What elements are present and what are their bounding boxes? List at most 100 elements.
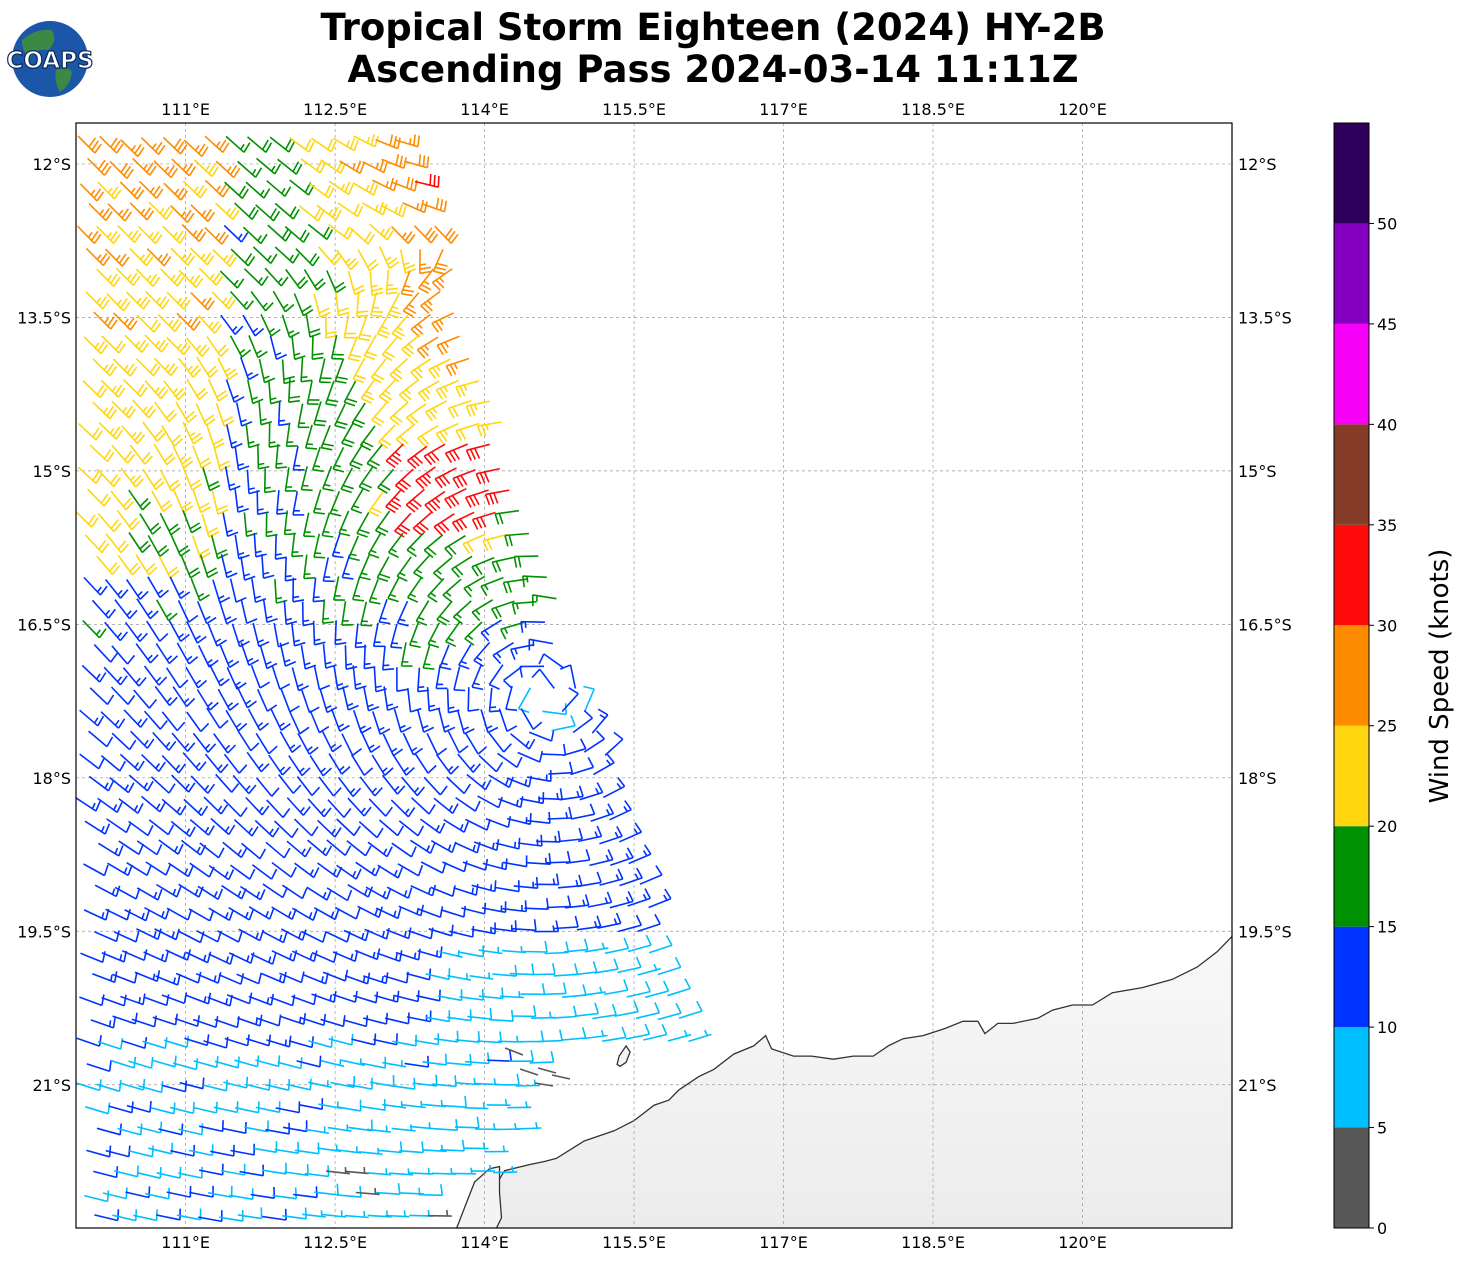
wind-barb (531, 594, 557, 607)
lat-tick-label-left: 16.5°S (17, 615, 71, 634)
wind-barb (146, 248, 172, 267)
wind-barb (119, 753, 145, 772)
wind-barb (170, 204, 195, 223)
wind-barb (590, 803, 615, 822)
wind-barb (277, 774, 302, 794)
wind-barb (143, 994, 170, 1007)
wind-barb (423, 776, 448, 796)
wind-barb (129, 247, 154, 267)
wind-barb (382, 1059, 407, 1068)
wind-barb (229, 335, 252, 358)
wind-barb (220, 554, 238, 579)
colorbar-segment (1334, 223, 1369, 324)
wind-barb (522, 575, 547, 588)
wind-barb (255, 1014, 282, 1027)
wind-barb (356, 512, 370, 538)
wind-barb (617, 956, 642, 974)
colorbar-tick-label: 5 (1377, 1119, 1387, 1138)
wind-barb (439, 644, 452, 671)
wind-barb (178, 1166, 203, 1179)
wind-barb (298, 205, 325, 222)
wind-barb (482, 533, 507, 552)
wind-barb (517, 750, 544, 763)
wind-barb (156, 1208, 181, 1221)
wind-barb (363, 644, 376, 670)
axis-tick-labels: 111°E 111°E 112.5°E 112.5°E 114°E 114°E 115.5°… (17, 100, 1292, 1252)
lat-tick-label-right: 15°S (1238, 462, 1277, 481)
wind-barb (541, 743, 567, 756)
wind-barb (504, 1047, 524, 1056)
wind-barb (87, 157, 112, 176)
wind-barb (248, 335, 268, 359)
colorbar: 0 5 10 15 20 25 30 35 40 45 50 Wind Speed (knots) (1333, 122, 1455, 1238)
wind-barb (435, 754, 460, 775)
wind-barb (511, 919, 537, 932)
wind-barb (453, 883, 479, 896)
lon-tick-label-top: 117°E (759, 100, 808, 119)
wind-barb (222, 841, 248, 859)
wind-barb (107, 203, 133, 222)
wind-barb (206, 707, 229, 729)
wind-barb (427, 1209, 452, 1217)
wind-barb (96, 225, 121, 244)
wind-barb (431, 268, 453, 291)
wind-barb (300, 466, 313, 492)
wind-barb (439, 950, 463, 958)
wind-barb (485, 816, 512, 828)
wind-barb (93, 311, 118, 330)
wind-barb (290, 622, 306, 647)
wind-barb (211, 490, 229, 515)
wind-barb (153, 160, 179, 179)
wind-barb (240, 842, 267, 860)
wind-barb (643, 1023, 668, 1041)
wind-barb (233, 819, 259, 837)
wind-barb (96, 555, 121, 576)
colorbar-segment (1334, 725, 1369, 827)
wind-barb (161, 1080, 188, 1093)
wind-barb (371, 401, 389, 427)
wind-barb (86, 488, 112, 507)
wind-barb (162, 225, 187, 244)
wind-barb (435, 664, 448, 690)
wind-barb (292, 491, 305, 516)
wind-barb (604, 979, 629, 996)
wind-barb (384, 1012, 410, 1025)
wind-barb (370, 292, 384, 317)
wind-barb (199, 1120, 224, 1133)
lon-tick-label-top: 118.5°E (901, 100, 965, 119)
wind-barb (667, 1029, 692, 1042)
wind-barb (481, 901, 507, 914)
wind-barb (367, 532, 382, 559)
wind-barb (409, 622, 421, 648)
wind-barb (129, 444, 153, 465)
wind-barb (422, 1053, 448, 1066)
wind-barb (262, 1208, 287, 1221)
wind-barb (256, 490, 269, 516)
wind-barb (112, 971, 138, 984)
wind-barb (389, 401, 409, 426)
wind-barb (356, 292, 369, 318)
wind-barb (201, 513, 220, 538)
wind-barb (166, 907, 193, 921)
wind-barb (240, 642, 260, 667)
wind-barb (245, 181, 271, 199)
wind-barb (313, 401, 327, 427)
wind-barb (361, 201, 388, 216)
wind-barb (247, 708, 270, 731)
wind-barb (136, 928, 162, 941)
wind-barb (381, 203, 407, 218)
wind-barb (143, 665, 168, 686)
wind-barb (385, 443, 404, 469)
wind-barb (269, 335, 288, 361)
wind-barb (276, 490, 288, 515)
wind-barb (531, 1011, 556, 1019)
wind-barb (368, 798, 393, 817)
wind-barb (76, 1034, 102, 1047)
wind-barb (570, 803, 596, 820)
wind-barb (155, 973, 181, 986)
wind-barb (328, 753, 351, 775)
wind-barb (609, 800, 632, 821)
wind-barb (424, 400, 448, 422)
wind-barb (237, 160, 263, 178)
wind-barb (220, 314, 244, 335)
